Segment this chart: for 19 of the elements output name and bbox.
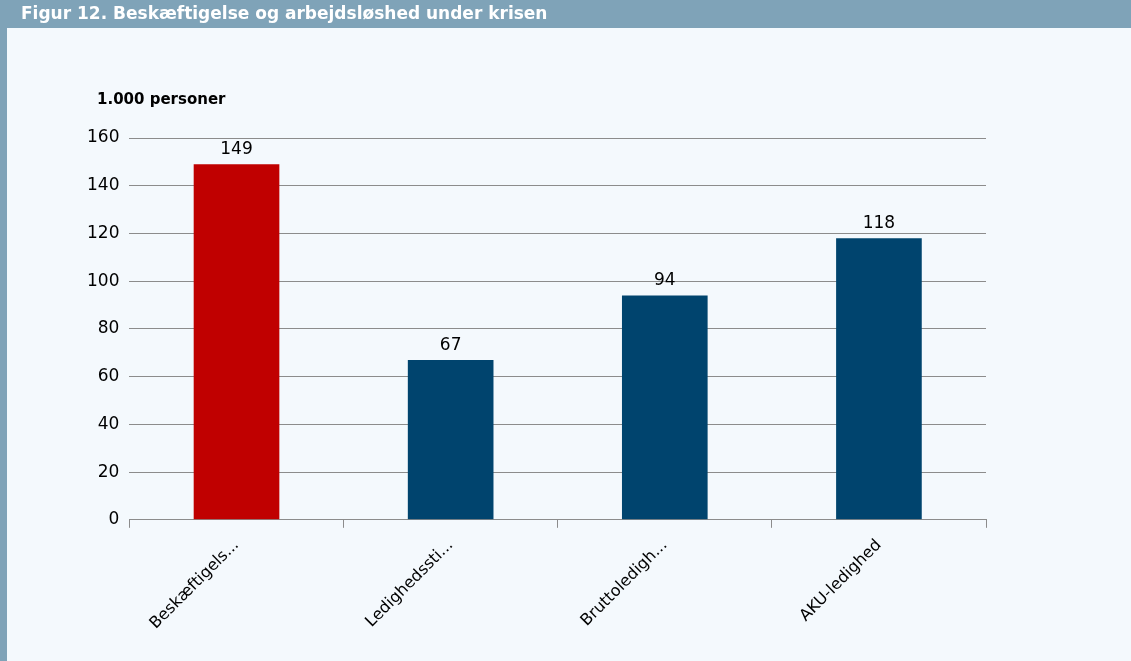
y-tick-label: 20 xyxy=(97,460,120,481)
y-tick-label: 0 xyxy=(108,508,120,529)
bar xyxy=(836,238,922,520)
y-tick-label: 40 xyxy=(97,412,120,433)
y-tick-label: 160 xyxy=(86,126,120,147)
chart-title: Figur 12. Beskæftigelse og arbejdsløshed under krisen xyxy=(7,0,1131,28)
data-label: 118 xyxy=(862,212,896,233)
y-axis-title: 1.000 personer xyxy=(97,90,227,109)
y-tick-label: 60 xyxy=(97,365,120,386)
bar xyxy=(621,295,708,520)
bar xyxy=(407,359,494,520)
data-label: 94 xyxy=(653,269,676,290)
data-label: 149 xyxy=(220,138,253,159)
y-tick-label: 80 xyxy=(97,317,120,338)
data-label: 67 xyxy=(439,333,462,354)
bar xyxy=(193,164,280,520)
y-tick-label: 100 xyxy=(86,269,120,290)
y-tick-label: 120 xyxy=(86,221,120,242)
y-tick-label: 140 xyxy=(86,174,120,195)
